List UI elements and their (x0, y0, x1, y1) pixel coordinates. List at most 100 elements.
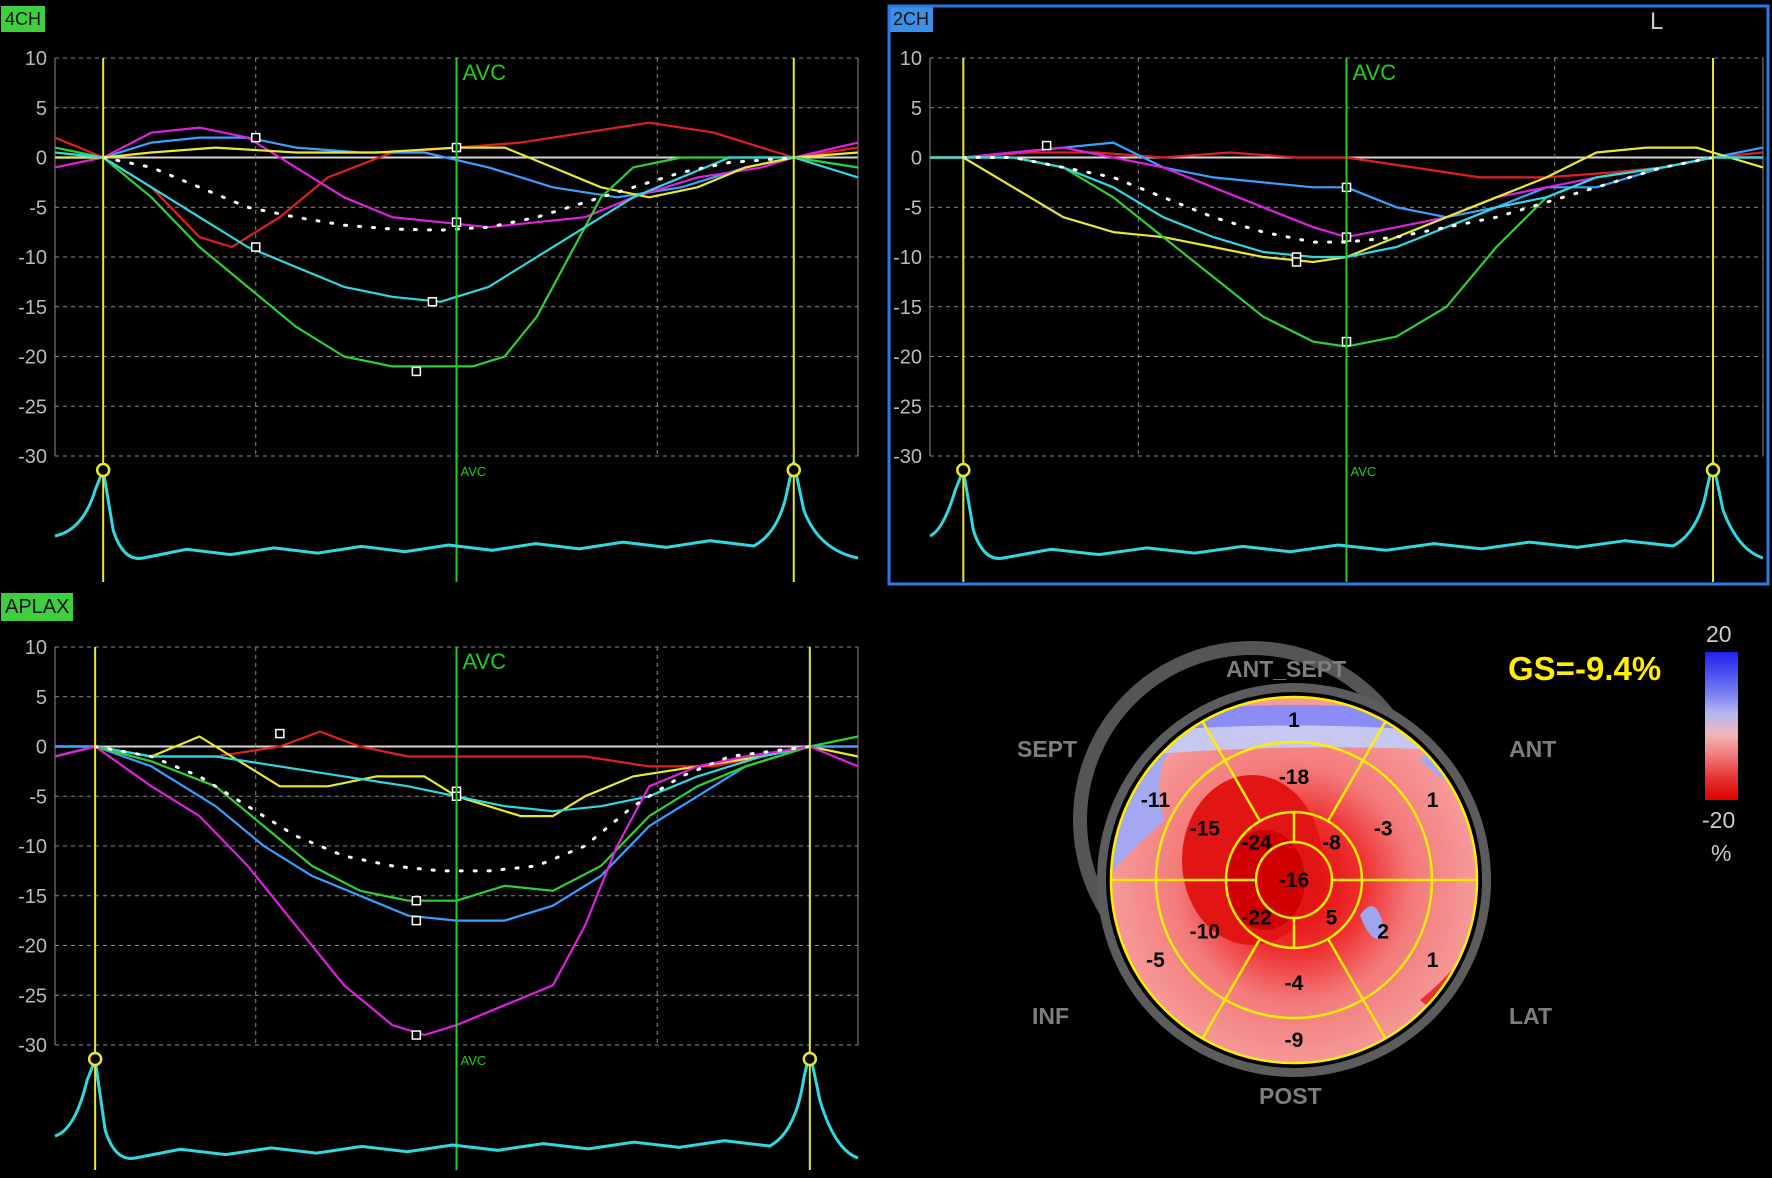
peak-strain-marker[interactable] (411, 895, 422, 906)
ecg-trace (54, 1051, 859, 1160)
scale-max-label: 20 (1706, 621, 1732, 647)
y-tick-label: -30 (893, 446, 922, 468)
peak-strain-marker[interactable] (411, 915, 422, 926)
bullseye-segment-value: 5 (1326, 906, 1338, 929)
y-tick-label: 5 (36, 687, 47, 709)
bullseye-segment-value: -8 (1322, 832, 1341, 855)
segment-strain-curve (55, 146, 859, 199)
y-tick-label: -30 (18, 446, 47, 468)
cycle-marker-handle[interactable] (802, 1051, 818, 1067)
y-tick-label: 5 (36, 98, 47, 120)
peak-strain-marker[interactable] (427, 297, 438, 307)
avc-label-small: AVC (461, 1053, 487, 1068)
label-sept: SEPT (1017, 736, 1078, 762)
bullseye-segment-value: -10 (1190, 921, 1220, 944)
segment-strain-curve (55, 745, 858, 813)
bullseye-segment-value: -16 (1279, 869, 1309, 892)
average-strain-curve (93, 745, 812, 873)
scale-min-label: -20 (1702, 807, 1736, 833)
segment-strain-curve (930, 156, 1763, 259)
label-lat: LAT (1509, 1003, 1553, 1029)
global-strain-value: GS=-9.4% (1508, 650, 1662, 687)
y-tick-label: 0 (36, 148, 47, 170)
bullseye-segment-value: 1 (1427, 949, 1439, 972)
peak-strain-marker[interactable] (1041, 140, 1052, 151)
y-tick-label: 5 (911, 98, 922, 120)
y-tick-label: -15 (18, 297, 47, 319)
bullseye-segment-values: 1 1 1 -9 -5 -11 -18 -3 2 -4 -10 -15 -8 5 -22 -24 -16 (1141, 709, 1439, 1052)
bullseye-segment-value: -3 (1374, 818, 1393, 841)
cycle-marker-handle[interactable] (95, 462, 111, 478)
segment-strain-curve (930, 146, 1764, 264)
peak-strain-marker[interactable] (251, 242, 261, 252)
label-post: POST (1259, 1083, 1322, 1109)
avc-label-small: AVC (1351, 464, 1377, 479)
bullseye-segment-value: 1 (1288, 709, 1300, 732)
avc-label: AVC (463, 649, 507, 674)
cycle-marker-handle[interactable] (87, 1051, 103, 1067)
peak-strain-marker[interactable] (1291, 257, 1302, 267)
bullseye-segment-value: 1 (1427, 789, 1439, 812)
bullseye-segment-value: -24 (1241, 832, 1272, 855)
y-tick-label: 10 (25, 48, 47, 70)
peak-strain-marker[interactable] (251, 132, 261, 143)
cycle-marker-handle[interactable] (1705, 462, 1721, 478)
segment-strain-curve (54, 146, 859, 368)
panel-2ch-selection-frame (887, 4, 1770, 586)
y-tick-label: -20 (18, 347, 47, 369)
ecg-trace (929, 461, 1764, 560)
label-ant: ANT (1509, 736, 1557, 762)
y-tick-label: -30 (18, 1035, 47, 1057)
chart-2ch: 10 5 0 -5 -10 -15 -20 -25 -30 AVC AVC (893, 48, 1764, 582)
label-ant-sept: ANT_SEPT (1226, 656, 1347, 682)
peak-strain-marker[interactable] (411, 1030, 422, 1040)
bullseye-segment-grid (1109, 695, 1479, 1065)
y-tick-label: -5 (29, 786, 47, 808)
y-tick-label: -25 (18, 396, 47, 418)
y-tick-label: -25 (18, 985, 47, 1007)
avc-label: AVC (1353, 60, 1397, 85)
y-tick-label: -5 (904, 197, 922, 219)
y-tick-label: 0 (36, 737, 47, 759)
segment-strain-curve (54, 151, 859, 303)
scale-unit-label: % (1711, 840, 1732, 866)
panel-tag-aplax[interactable]: APLAX (1, 593, 74, 621)
peak-strain-marker[interactable] (275, 728, 285, 739)
y-tick-label: -10 (893, 247, 922, 269)
y-tick-label: 10 (25, 637, 47, 659)
y-tick-label: -5 (29, 197, 47, 219)
chart-aplax: 10 5 0 -5 -10 -15 -20 -25 -30 AVC AVC (18, 637, 859, 1170)
bullseye-segment-value: 2 (1377, 921, 1389, 944)
y-tick-label: -20 (893, 347, 922, 369)
bullseye-segment-value: -22 (1241, 906, 1271, 929)
panel-tag-2ch[interactable]: 2CH (889, 6, 934, 32)
bullseye-segment-value: -4 (1285, 972, 1304, 995)
y-tick-label: -10 (18, 247, 47, 269)
y-tick-label: -15 (893, 297, 922, 319)
strain-color-scale (1705, 652, 1738, 800)
bullseye-segment-value: -5 (1146, 949, 1165, 972)
bullseye-segment-value: -18 (1279, 766, 1310, 789)
chart-4ch: 10 5 0 -5 -10 -15 -20 -25 -30 AVC AVC (18, 48, 859, 582)
ecg-trace (54, 461, 859, 560)
panel-2ch-corner-label: L (1650, 8, 1664, 35)
bullseye-segment-value: -9 (1285, 1029, 1304, 1052)
y-tick-label: 10 (900, 48, 922, 70)
y-tick-label: -15 (18, 886, 47, 908)
avc-label: AVC (463, 60, 507, 85)
bullseye-segment-value: -15 (1190, 818, 1221, 841)
bullseye-segment-value: -11 (1141, 789, 1171, 812)
segment-strain-curve (54, 126, 859, 229)
label-inf: INF (1032, 1003, 1070, 1029)
y-tick-label: -25 (893, 396, 922, 418)
peak-strain-marker[interactable] (411, 366, 422, 377)
average-strain-curve (961, 156, 1715, 244)
cycle-marker-handle[interactable] (956, 462, 971, 478)
panel-tag-4ch[interactable]: 4CH (1, 6, 46, 32)
cycle-marker-handle[interactable] (786, 462, 802, 478)
y-tick-label: -20 (18, 936, 47, 958)
y-tick-label: -10 (18, 836, 47, 858)
